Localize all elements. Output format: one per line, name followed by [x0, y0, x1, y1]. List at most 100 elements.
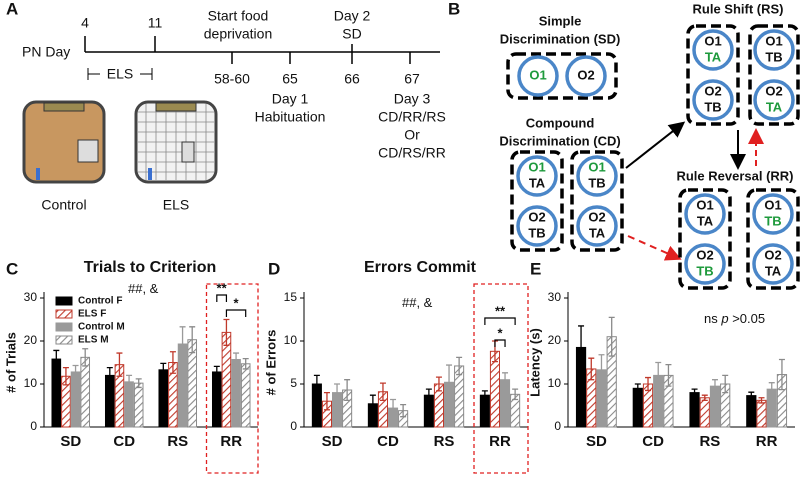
bar — [632, 387, 643, 428]
y-tick-label: 10 — [284, 333, 298, 347]
error-bar — [665, 364, 672, 387]
day-label: 67 — [404, 71, 420, 87]
error-bar — [323, 391, 330, 411]
panel-label: B — [448, 0, 460, 18]
bar — [746, 395, 757, 428]
error-bar — [456, 356, 463, 376]
x-tick-label: RR — [756, 433, 778, 450]
stage-title: Discrimination (CD) — [499, 133, 620, 148]
event-label: SD — [342, 26, 361, 42]
stimulus-label: O1 — [529, 67, 546, 82]
stimulus-label: TB — [528, 225, 545, 240]
error-bar — [435, 376, 442, 392]
stage-title: Discrimination (SD) — [500, 31, 621, 46]
stimulus-label: TB — [764, 213, 781, 228]
error-bar — [313, 374, 320, 394]
error-bar — [502, 372, 509, 388]
error-bar — [160, 362, 167, 377]
bar — [221, 331, 232, 428]
bar — [133, 382, 144, 428]
error-bar — [62, 367, 69, 386]
error-bar — [344, 379, 351, 401]
stimulus-label: O1 — [696, 197, 713, 212]
error-bar — [390, 398, 397, 418]
error-bar — [379, 382, 386, 401]
significance-bracket — [484, 317, 516, 325]
stimulus — [752, 243, 794, 285]
y-tick-label: 30 — [24, 290, 38, 304]
y-tick-label: 15 — [284, 290, 298, 304]
bar — [211, 371, 222, 428]
group-label: Control — [41, 197, 86, 213]
arrow — [625, 121, 686, 169]
error-bar — [701, 394, 708, 401]
stimulus — [684, 243, 726, 285]
cage-els — [134, 100, 218, 184]
annotation-part: p — [720, 311, 728, 326]
error-bar — [691, 388, 698, 397]
annotation: ns p >0.05 — [704, 311, 765, 326]
error-bar — [82, 348, 89, 367]
stimulus — [517, 55, 559, 97]
stimulus-label: TA — [705, 49, 722, 64]
event-label: Start food — [208, 8, 269, 24]
chart-title: Trials to Criterion — [84, 259, 216, 276]
y-tick-label: 0 — [290, 419, 297, 433]
error-bar — [223, 318, 230, 346]
legend-swatch — [55, 296, 73, 306]
day-label: 66 — [344, 71, 360, 87]
stimulus-box — [570, 150, 624, 252]
significance-bracket — [494, 339, 506, 347]
error-bar — [233, 352, 240, 367]
stimulus-label: O2 — [577, 67, 594, 82]
group-label: ELS — [163, 197, 189, 213]
error-bar — [722, 374, 729, 394]
stimulus-box — [748, 24, 800, 126]
bar — [70, 371, 81, 428]
y-tick-label: 20 — [548, 333, 562, 347]
y-tick-label: 10 — [548, 376, 562, 390]
stimulus-label: O2 — [764, 247, 781, 262]
x-tick-label: RR — [220, 433, 242, 450]
bar — [689, 392, 700, 428]
annotation-part: ns — [704, 311, 721, 326]
error-bar — [169, 351, 176, 374]
error-bar — [758, 397, 765, 404]
annotation: ##, & — [402, 295, 433, 310]
day-label: 58-60 — [214, 71, 250, 87]
error-bar — [400, 403, 407, 418]
stimulus-box — [746, 188, 800, 290]
stimulus-label: O2 — [588, 209, 605, 224]
error-bar — [748, 391, 755, 400]
legend-swatch — [55, 309, 73, 319]
x-tick-label: RR — [489, 433, 511, 450]
x-tick-label: RS — [167, 433, 188, 450]
legend-label: ELS M — [78, 335, 109, 346]
x-tick-label: SD — [60, 433, 81, 450]
stimulus — [692, 29, 734, 71]
panel-label: E — [530, 259, 541, 278]
x-tick-label: CD — [377, 433, 399, 450]
bar — [231, 358, 241, 428]
y-tick-label: 30 — [548, 290, 562, 304]
panel-label: C — [6, 259, 18, 278]
stimulus-label: O2 — [696, 247, 713, 262]
event-label: CD/RR/RS — [378, 109, 446, 125]
stimulus-label: O1 — [528, 159, 545, 174]
event-label: Or — [404, 127, 420, 143]
x-tick-label: SD — [322, 433, 343, 450]
stimulus-label: TB — [588, 175, 605, 190]
bar — [240, 363, 251, 428]
error-bar — [369, 394, 376, 414]
error-bar — [213, 365, 220, 379]
bar — [756, 399, 767, 428]
stimulus-label: O1 — [764, 197, 781, 212]
x-tick-label: CD — [113, 433, 135, 450]
x-tick-label: RS — [434, 433, 455, 450]
stimulus — [565, 55, 607, 97]
significance-label: * — [234, 295, 240, 310]
error-bar — [189, 326, 196, 354]
significance-label: ** — [495, 303, 506, 318]
bar — [158, 369, 169, 428]
error-bar — [778, 358, 785, 391]
